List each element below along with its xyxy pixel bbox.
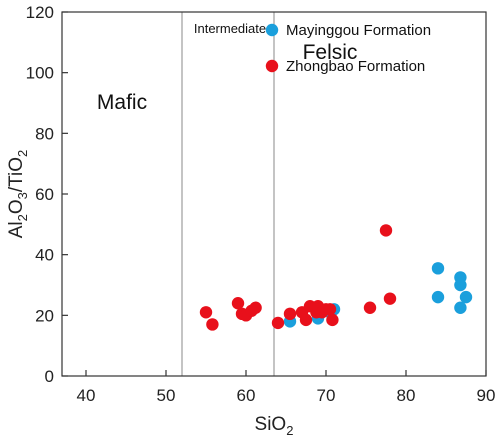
legend-marker-1: [265, 59, 279, 73]
x-tick-label: 70: [317, 386, 336, 405]
data-points: [199, 224, 473, 331]
x-tick-label: 90: [477, 386, 496, 405]
point-0-8: [454, 301, 467, 314]
region-boundaries: [181, 12, 275, 376]
x-tick-label: 80: [397, 386, 416, 405]
point-1-2: [231, 297, 245, 310]
region-label-felsic: Felsic: [303, 41, 358, 64]
y-tick-label: 100: [26, 64, 54, 83]
region-labels: Mafic Intermediate Felsic: [97, 21, 358, 114]
legend: Mayinggou Formation Zhongbao Formation: [265, 22, 431, 75]
y-tick-label: 120: [26, 3, 54, 22]
point-1-1: [206, 318, 219, 331]
point-1-16: [323, 303, 337, 316]
region-label-mafic: Mafic: [97, 91, 147, 114]
y-tick-label: 80: [35, 124, 54, 143]
point-1-20: [383, 292, 397, 305]
point-0-7: [454, 278, 467, 292]
region-label-intermediate: Intermediate: [194, 21, 266, 36]
point-0-9: [459, 290, 473, 304]
y-axis-title: Al2O3/TiO2: [6, 150, 30, 239]
y-tick-label: 0: [45, 367, 54, 386]
point-1-18: [363, 301, 377, 314]
point-1-8: [283, 307, 297, 321]
x-axis-title: SiO2: [255, 414, 294, 438]
y-tick-label: 40: [35, 246, 54, 265]
legend-marker-0: [265, 23, 279, 37]
point-1-10: [299, 313, 313, 327]
point-1-0: [199, 306, 213, 319]
y-tick-label: 20: [35, 306, 54, 325]
axes: 40 50 60 70 80 90 0 20 40 60 80 100 120 SiO2 Al2O3/TiO…: [6, 3, 495, 438]
x-tick-label: 60: [237, 386, 256, 405]
point-1-6: [249, 301, 262, 314]
x-tick-label: 50: [157, 386, 176, 405]
point-0-4: [431, 262, 445, 275]
legend-label-0: Mayinggou Formation: [286, 22, 431, 39]
x-tick-label: 40: [77, 386, 96, 405]
point-1-17: [326, 313, 339, 327]
point-1-7: [271, 316, 285, 330]
y-tick-label: 60: [35, 185, 54, 204]
point-1-19: [379, 224, 393, 237]
point-0-5: [431, 290, 445, 304]
legend-label-1: Zhongbao Formation: [286, 58, 425, 75]
